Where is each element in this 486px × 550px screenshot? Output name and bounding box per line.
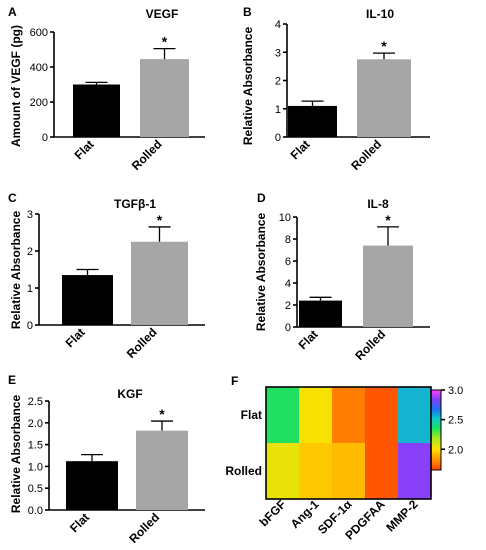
x-category-label: Flat — [296, 327, 321, 352]
colorbar-tick-label: 2.5 — [448, 415, 463, 427]
heatmap-row-label: Rolled — [225, 464, 262, 478]
x-category-label: Rolled — [129, 137, 165, 173]
heatmap-cell — [266, 387, 300, 444]
heatmap-cell — [365, 387, 399, 444]
significance-marker: * — [157, 212, 163, 228]
panel-letter: A — [8, 5, 17, 19]
heatmap-row-label: Flat — [241, 408, 262, 422]
panel-title: TGFβ-1 — [114, 197, 156, 211]
x-category-label: Flat — [72, 137, 97, 162]
bar-flat — [66, 461, 118, 510]
y-tick-label: 8 — [285, 234, 291, 246]
bar-flat — [62, 275, 113, 325]
colorbar-tick-label: 3.0 — [448, 385, 463, 397]
heatmap-column-label: bFGF — [257, 497, 289, 529]
heatmap-cell — [299, 443, 333, 500]
y-tick-label: 0 — [42, 132, 48, 144]
y-tick-label: 1 — [275, 104, 281, 116]
panel-letter: C — [8, 191, 17, 205]
y-tick-label: 400 — [30, 62, 48, 74]
bar-rolled — [357, 59, 411, 137]
y-tick-label: 1.5 — [28, 440, 43, 452]
y-axis-label: Relative Absorbance — [9, 211, 23, 330]
heatmap-cell — [299, 387, 333, 444]
panel-title: IL-10 — [366, 7, 394, 21]
y-tick-label: 10 — [279, 212, 291, 224]
significance-marker: * — [159, 406, 165, 422]
y-axis-label: Relative Absorbance — [9, 395, 23, 514]
y-axis-label: Relative Absorbance — [241, 27, 255, 146]
bar-flat — [73, 84, 120, 137]
y-tick-label: 2 — [285, 300, 291, 312]
x-category-label: Flat — [67, 510, 92, 535]
y-axis-label: Amount of VEGF (pg) — [9, 25, 23, 147]
bar-flat — [299, 300, 342, 327]
significance-marker: * — [385, 212, 391, 228]
heatmap-cell — [332, 443, 366, 500]
panel-letter: F — [231, 374, 238, 388]
panel-title: IL-8 — [367, 197, 389, 211]
panel-letter: E — [8, 373, 16, 387]
bar-rolled — [136, 430, 188, 510]
x-category-label: Flat — [288, 137, 313, 162]
y-tick-label: 2 — [27, 246, 33, 258]
heatmap-frame — [265, 386, 432, 500]
y-tick-label: 2.5 — [28, 396, 43, 408]
panel-vegf: A VEGF Amount of VEGF (pg) 0 200 400 600 Fla… — [8, 5, 205, 173]
panel-title: KGF — [117, 387, 142, 401]
y-tick-label: 600 — [30, 27, 48, 39]
bar-rolled — [140, 59, 189, 137]
y-tick-label: 0.0 — [28, 505, 43, 517]
x-category-label: Rolled — [348, 137, 384, 173]
y-tick-label: 0 — [275, 132, 281, 144]
heatmap-cell — [266, 443, 300, 500]
y-tick-label: 1 — [27, 283, 33, 295]
y-tick-label: 2 — [275, 76, 281, 88]
panel-kgf: E KGF Relative Absorbance 0.0 0.5 1.0 1.5 2.… — [8, 373, 205, 546]
y-tick-label: 6 — [285, 256, 291, 268]
y-tick-label: 0 — [27, 320, 33, 332]
heatmap-column-label: MMP-2 — [383, 497, 420, 534]
y-tick-label: 3 — [275, 47, 281, 59]
x-category-label: Rolled — [126, 510, 162, 546]
y-tick-label: 3 — [27, 209, 33, 221]
significance-marker: * — [162, 34, 168, 50]
panel-il8: D IL-8 Relative Absorbance 0 2 4 6 8 10 Flat * R… — [254, 191, 430, 363]
heatmap-cell — [365, 443, 399, 500]
panel-letter: D — [257, 191, 266, 205]
y-tick-label: 1.0 — [28, 461, 43, 473]
x-category-label: Rolled — [352, 327, 388, 363]
bar-flat — [288, 105, 337, 137]
significance-marker: * — [381, 38, 387, 54]
y-tick-label: 4 — [275, 19, 281, 31]
y-tick-label: 0.5 — [28, 483, 43, 495]
y-tick-label: 200 — [30, 97, 48, 109]
panel-tgfb1: C TGFβ-1 Relative Absorbance 0 1 2 3 Flat * Ro… — [8, 191, 205, 361]
panel-il10: B IL-10 Relative Absorbance 0 1 2 3 4 Flat * Ro… — [241, 5, 430, 173]
heatmap-cell — [398, 443, 432, 500]
heatmap-cell — [398, 387, 432, 444]
panel-title: VEGF — [146, 7, 179, 21]
colorbar-tick-label: 2.0 — [448, 444, 463, 456]
bar-rolled — [363, 245, 413, 327]
y-axis-label: Relative Absorbance — [254, 213, 268, 332]
bar-rolled — [131, 241, 188, 325]
y-tick-label: 2.0 — [28, 418, 43, 430]
y-tick-label: 0 — [285, 322, 291, 334]
heatmap-cell — [332, 387, 366, 444]
x-category-label: Flat — [63, 325, 88, 350]
y-tick-label: 4 — [285, 278, 291, 290]
x-category-label: Rolled — [124, 325, 160, 361]
panel-letter: B — [243, 5, 252, 19]
